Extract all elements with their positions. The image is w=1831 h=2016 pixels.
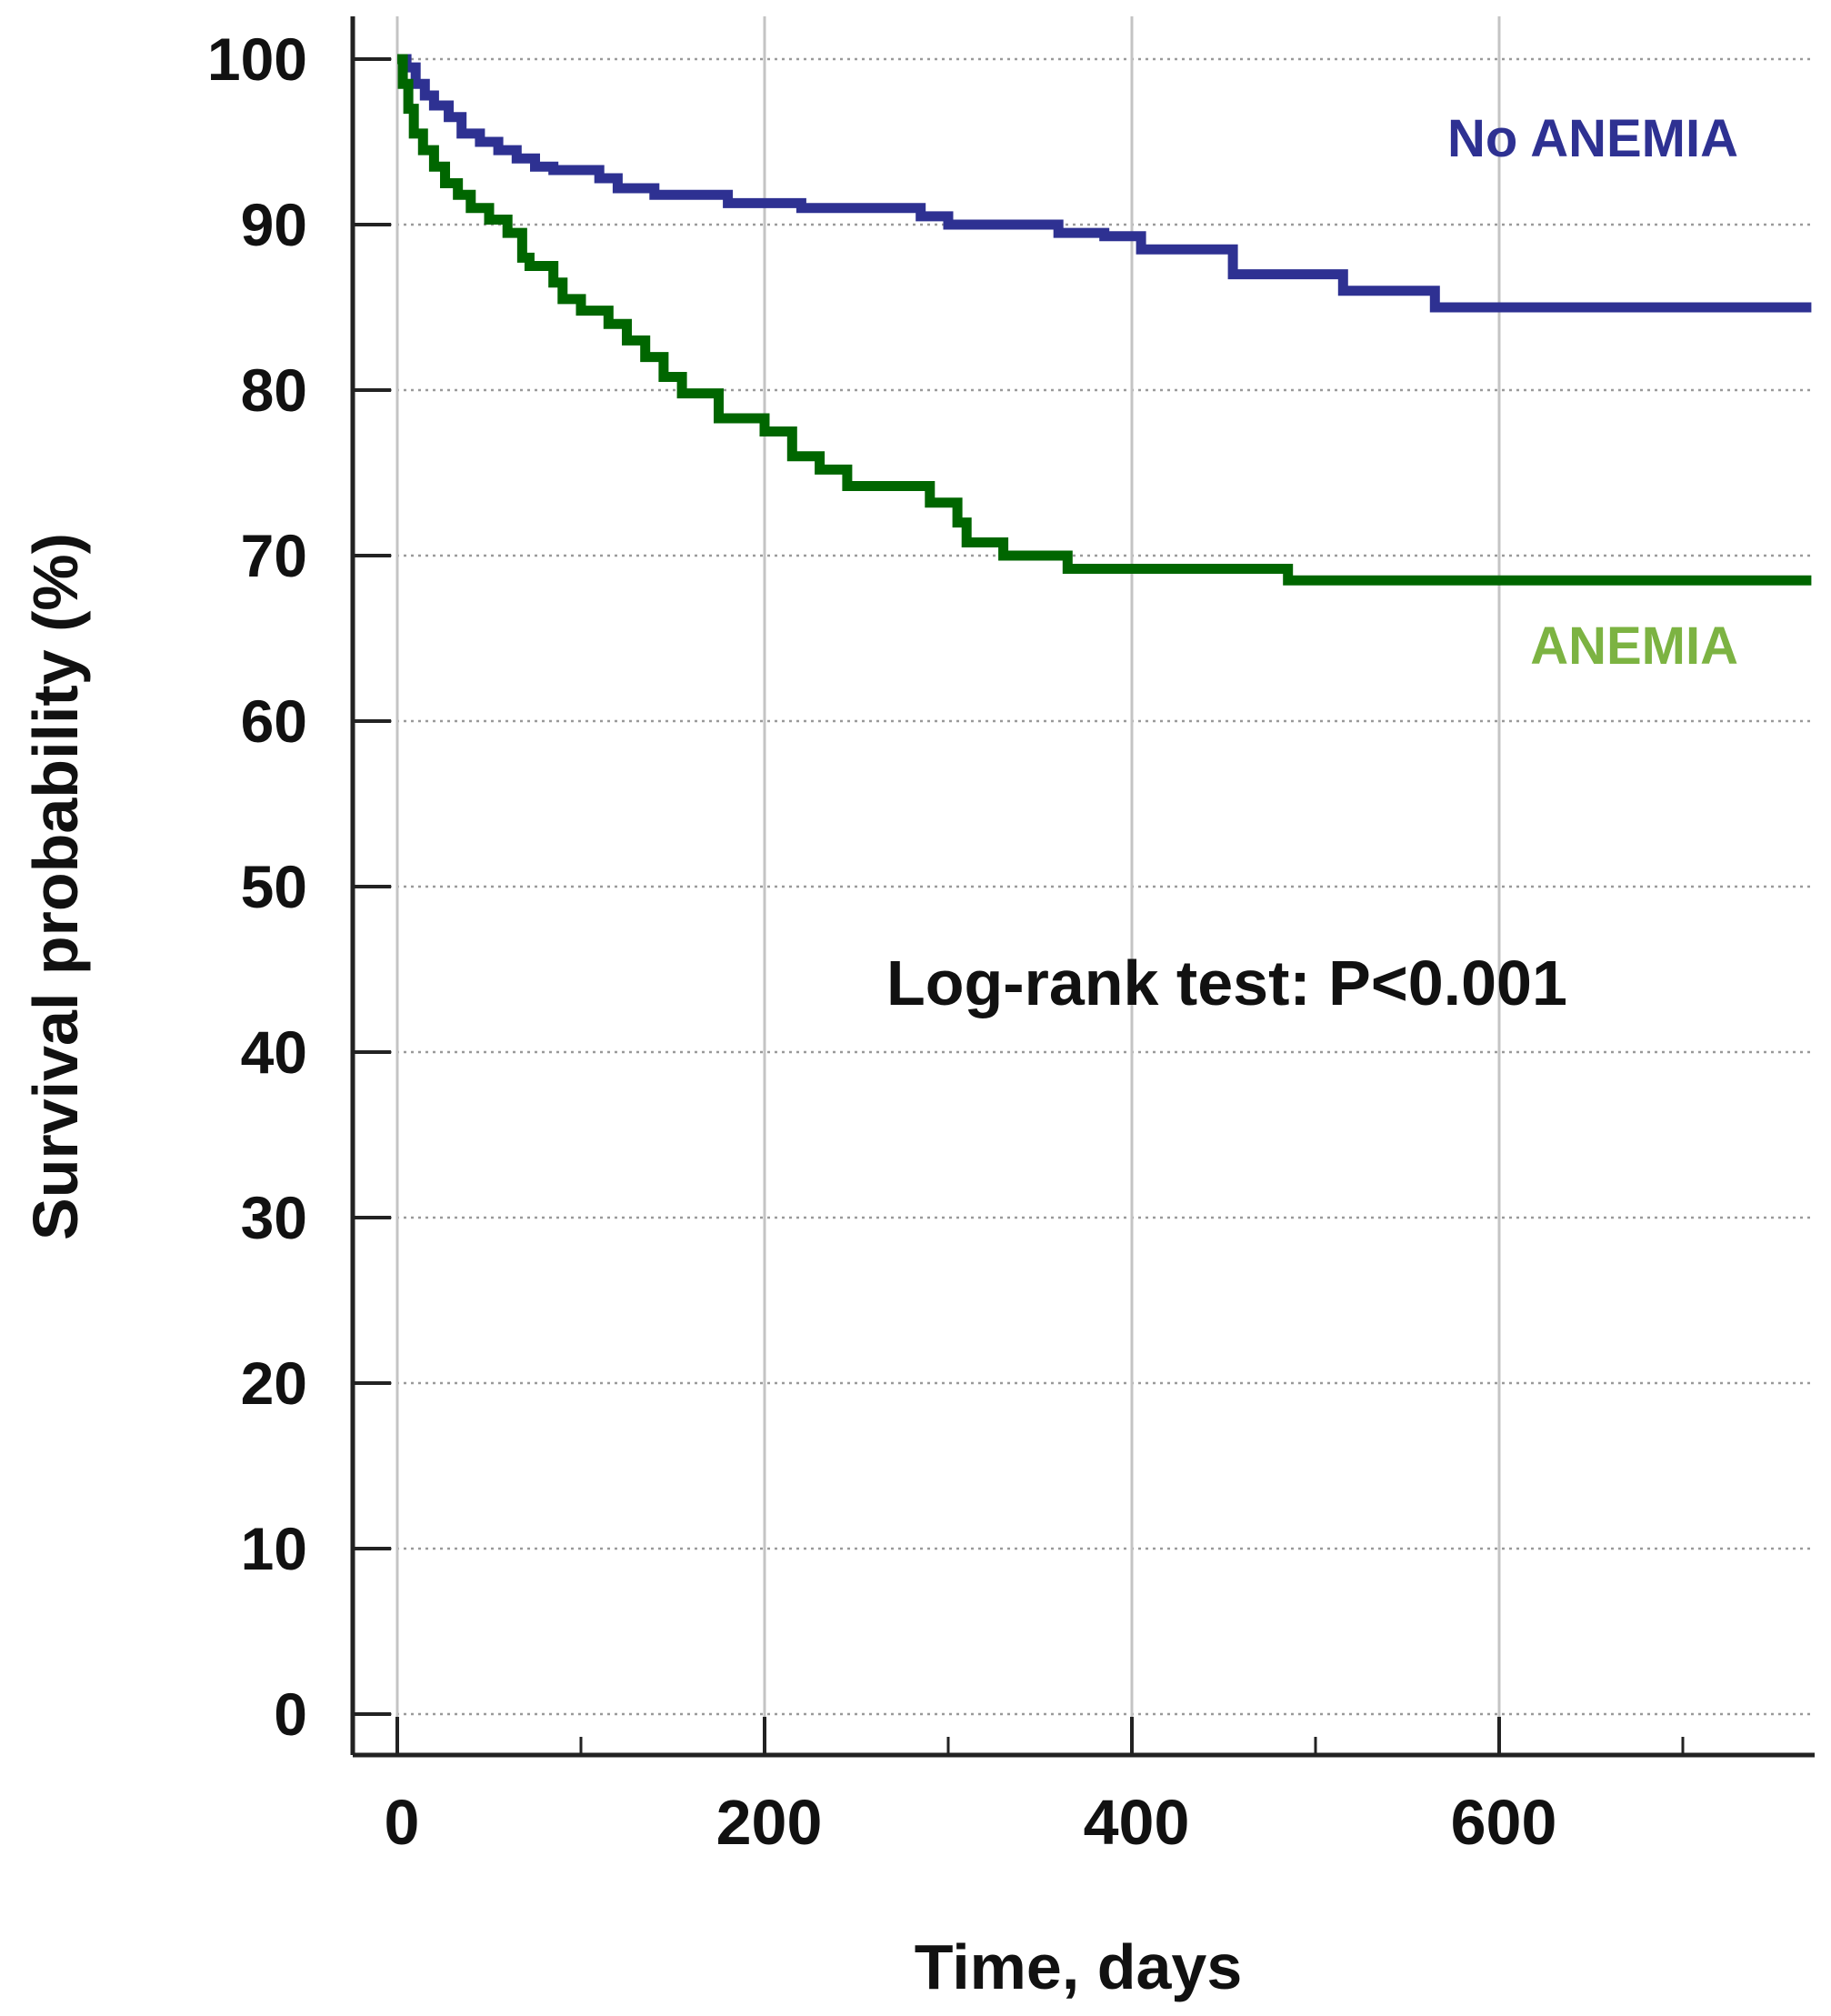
series-lines — [397, 54, 1812, 586]
grid — [353, 16, 1815, 1755]
series-no-anemia-curve — [397, 54, 1812, 313]
y-tick-label-10: 10 — [241, 1515, 307, 1582]
y-tick-label-90: 90 — [241, 191, 307, 258]
y-tick-label-50: 50 — [241, 853, 307, 920]
anemia-series-label: ANEMIA — [1530, 617, 1738, 676]
y-axis-title: Survival probability (%) — [20, 533, 91, 1240]
y-tick-label-70: 70 — [241, 522, 307, 589]
axes — [350, 16, 1815, 1758]
x-tick-label-600: 600 — [1451, 1787, 1557, 1858]
series-anemia-curve — [397, 54, 1812, 586]
x-tick-label-0: 0 — [385, 1787, 420, 1858]
y-tick-label-0: 0 — [274, 1680, 307, 1748]
tick-labels: 0 10 20 30 40 50 60 70 80 90 100 0 200 400 600 — [207, 25, 1557, 1858]
y-tick-label-40: 40 — [241, 1018, 307, 1086]
y-tick-label-60: 60 — [241, 687, 307, 755]
y-tick-label-20: 20 — [241, 1349, 307, 1417]
no-anemia-series-label: No ANEMIA — [1447, 109, 1738, 168]
x-axis-title: Time, days — [915, 1931, 1243, 2002]
log-rank-annotation: Log-rank test: P<0.001 — [886, 948, 1567, 1018]
y-tick-label-30: 30 — [241, 1184, 307, 1251]
y-tick-label-100: 100 — [207, 25, 307, 93]
y-tick-label-80: 80 — [241, 356, 307, 424]
x-tick-label-400: 400 — [1084, 1787, 1190, 1858]
x-tick-label-200: 200 — [716, 1787, 823, 1858]
